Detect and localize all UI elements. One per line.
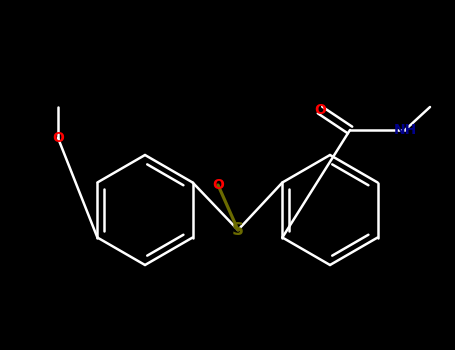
Text: S: S: [232, 221, 244, 239]
Text: O: O: [212, 178, 224, 192]
Text: O: O: [314, 103, 326, 117]
Text: NH: NH: [394, 123, 417, 137]
Text: O: O: [52, 131, 64, 145]
